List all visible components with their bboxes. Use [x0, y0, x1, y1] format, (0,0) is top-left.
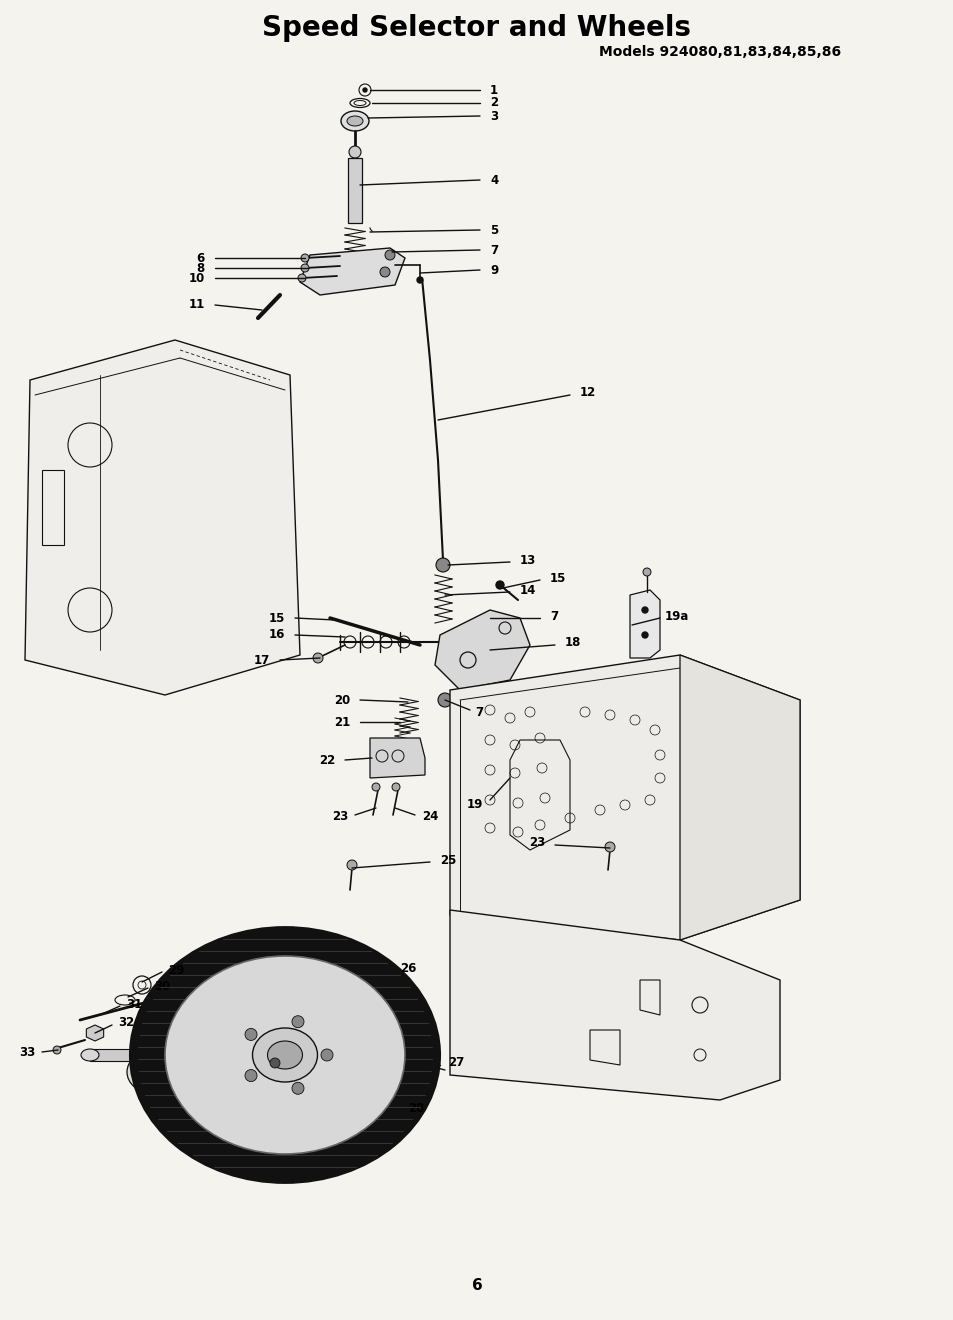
Circle shape: [372, 783, 379, 791]
Text: 2: 2: [490, 96, 497, 110]
Circle shape: [641, 607, 647, 612]
Text: 25: 25: [439, 854, 456, 866]
Text: 19a: 19a: [664, 610, 689, 623]
Text: 18: 18: [564, 636, 580, 649]
Ellipse shape: [138, 1060, 166, 1084]
Circle shape: [347, 1097, 353, 1104]
Ellipse shape: [267, 1041, 302, 1069]
Text: 29: 29: [168, 964, 184, 977]
Polygon shape: [435, 610, 530, 690]
Polygon shape: [25, 341, 299, 696]
Text: 20: 20: [334, 693, 350, 706]
Text: 21: 21: [334, 715, 350, 729]
Text: 9: 9: [490, 264, 497, 276]
Ellipse shape: [347, 116, 363, 125]
Circle shape: [484, 612, 495, 623]
Circle shape: [363, 88, 367, 92]
Circle shape: [642, 568, 650, 576]
Circle shape: [320, 1049, 333, 1061]
Polygon shape: [629, 590, 659, 657]
Circle shape: [379, 267, 390, 277]
Text: 5: 5: [490, 223, 497, 236]
Circle shape: [53, 1045, 61, 1053]
Circle shape: [347, 861, 356, 870]
Circle shape: [437, 693, 452, 708]
Circle shape: [301, 253, 309, 261]
Bar: [348, 158, 361, 223]
Text: 6: 6: [471, 1278, 482, 1292]
Circle shape: [313, 653, 323, 663]
Text: 17: 17: [253, 653, 270, 667]
Text: 7: 7: [490, 243, 497, 256]
Ellipse shape: [139, 1049, 157, 1061]
Bar: [42, 470, 64, 545]
Text: 26: 26: [399, 961, 416, 974]
Text: 23: 23: [332, 809, 348, 822]
Polygon shape: [450, 909, 780, 1100]
Polygon shape: [450, 655, 800, 940]
Text: 28: 28: [408, 1101, 424, 1114]
Ellipse shape: [340, 111, 369, 131]
Polygon shape: [370, 738, 424, 777]
Text: 14: 14: [519, 583, 536, 597]
Circle shape: [297, 275, 306, 282]
Text: 7: 7: [550, 610, 558, 623]
Circle shape: [496, 581, 503, 589]
Text: 8: 8: [196, 261, 205, 275]
Circle shape: [270, 1059, 280, 1068]
Text: 12: 12: [579, 387, 596, 400]
Circle shape: [641, 632, 647, 638]
Text: 30: 30: [153, 979, 170, 993]
Text: 27: 27: [448, 1056, 464, 1069]
Text: 15: 15: [550, 572, 566, 585]
Circle shape: [301, 264, 309, 272]
Circle shape: [385, 249, 395, 260]
Text: 33: 33: [19, 1047, 35, 1060]
Ellipse shape: [130, 927, 439, 1183]
Text: 24: 24: [421, 809, 438, 822]
Text: 32: 32: [118, 1016, 134, 1030]
Polygon shape: [87, 1026, 104, 1041]
Text: 19: 19: [466, 797, 482, 810]
Text: 4: 4: [490, 173, 497, 186]
Circle shape: [604, 842, 615, 851]
Circle shape: [292, 1015, 304, 1028]
Circle shape: [245, 1028, 256, 1040]
Ellipse shape: [81, 1049, 99, 1061]
Text: 1: 1: [490, 83, 497, 96]
Ellipse shape: [127, 1051, 177, 1093]
Ellipse shape: [165, 956, 405, 1154]
Circle shape: [416, 277, 422, 282]
Text: 23: 23: [528, 837, 544, 850]
Polygon shape: [679, 655, 800, 940]
Circle shape: [245, 1069, 256, 1081]
Circle shape: [292, 1082, 304, 1094]
Circle shape: [349, 147, 360, 158]
Text: 22: 22: [318, 754, 335, 767]
Bar: [90, 1049, 148, 1061]
Text: 10: 10: [189, 272, 205, 285]
Ellipse shape: [253, 1028, 317, 1082]
Text: Speed Selector and Wheels: Speed Selector and Wheels: [262, 15, 691, 42]
Circle shape: [392, 783, 399, 791]
Polygon shape: [299, 248, 405, 294]
Text: 7: 7: [475, 705, 482, 718]
Text: 13: 13: [519, 553, 536, 566]
Text: 11: 11: [189, 298, 205, 312]
Circle shape: [417, 1059, 428, 1068]
Text: 3: 3: [490, 110, 497, 123]
Text: Models 924080,81,83,84,85,86: Models 924080,81,83,84,85,86: [598, 45, 841, 59]
Text: 6: 6: [196, 252, 205, 264]
Text: 15: 15: [269, 611, 285, 624]
Text: 31: 31: [126, 998, 142, 1011]
Circle shape: [436, 558, 450, 572]
Text: 16: 16: [269, 628, 285, 642]
